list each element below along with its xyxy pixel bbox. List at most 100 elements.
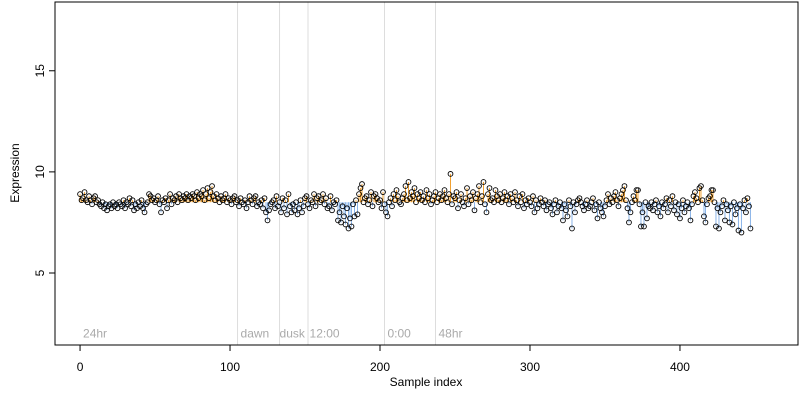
point: [486, 185, 493, 191]
point: [444, 199, 451, 206]
point: [167, 191, 173, 197]
point: [315, 193, 322, 200]
point: [558, 205, 565, 212]
point: [390, 191, 397, 197]
point: [165, 197, 172, 204]
point: [513, 197, 520, 204]
point: [701, 213, 707, 220]
point: [657, 213, 664, 220]
point: [603, 197, 610, 204]
point: [642, 199, 649, 206]
point: [666, 197, 673, 204]
point: [320, 191, 326, 197]
point: [477, 199, 484, 206]
point: [566, 197, 572, 204]
point: [542, 197, 548, 204]
point: [405, 179, 412, 185]
point: [506, 201, 512, 208]
point: [174, 199, 181, 206]
point: [200, 187, 206, 193]
point: [471, 207, 478, 214]
point: [675, 201, 682, 208]
point: [306, 205, 313, 212]
point: [674, 211, 680, 218]
point: [323, 195, 329, 202]
point: [453, 189, 460, 195]
point: [366, 197, 373, 204]
x-tick-label: 100: [220, 360, 240, 374]
point: [89, 201, 95, 208]
point: [492, 187, 499, 193]
point: [309, 199, 316, 206]
x-tick-label: 300: [520, 360, 540, 374]
point: [318, 197, 325, 204]
point: [387, 195, 394, 202]
point: [623, 197, 629, 204]
point: [470, 189, 476, 195]
point: [650, 207, 656, 214]
point: [156, 201, 163, 208]
point: [128, 203, 134, 210]
point: [402, 183, 409, 189]
point: [725, 207, 731, 214]
point: [294, 211, 301, 218]
point: [644, 215, 650, 222]
point: [114, 205, 121, 212]
point: [501, 189, 508, 195]
point: [363, 193, 370, 200]
point: [338, 219, 344, 226]
plot-frame: [54, 1, 799, 346]
point: [449, 201, 455, 208]
point: [284, 211, 290, 218]
annotation: 0:00: [388, 327, 412, 341]
point: [519, 191, 526, 197]
point: [533, 197, 539, 204]
point: [356, 191, 362, 197]
point: [710, 187, 716, 193]
annotation: dawn: [241, 327, 270, 341]
point: [590, 195, 596, 202]
point: [354, 211, 361, 218]
point: [252, 193, 259, 200]
point: [596, 199, 602, 206]
point: [312, 203, 319, 210]
point: [627, 209, 634, 216]
point: [122, 205, 128, 212]
point: [548, 205, 554, 212]
point: [282, 197, 289, 204]
point: [737, 201, 743, 208]
y-axis-label: Expression: [8, 143, 22, 202]
point: [518, 199, 524, 206]
point: [423, 187, 430, 193]
point: [719, 203, 725, 210]
point: [687, 217, 694, 224]
point: [686, 205, 692, 212]
point: [531, 209, 538, 216]
point: [549, 211, 556, 218]
point: [626, 219, 632, 226]
point: [740, 205, 746, 212]
point: [734, 205, 740, 212]
point: [206, 195, 212, 202]
point: [296, 205, 302, 212]
point: [264, 217, 271, 224]
point: [204, 185, 211, 191]
point: [699, 197, 706, 204]
point: [669, 193, 676, 200]
point: [249, 201, 256, 208]
point: [639, 209, 646, 216]
point: [561, 201, 568, 208]
point: [668, 203, 674, 210]
point: [563, 207, 569, 214]
point: [293, 199, 299, 206]
point: [482, 201, 488, 208]
annotation: 48hr: [438, 327, 462, 341]
point: [546, 199, 553, 206]
point: [609, 199, 616, 206]
point: [207, 189, 214, 195]
point: [714, 205, 721, 212]
point: [636, 201, 643, 208]
point: [624, 205, 631, 212]
point: [81, 189, 88, 195]
point: [462, 195, 469, 202]
